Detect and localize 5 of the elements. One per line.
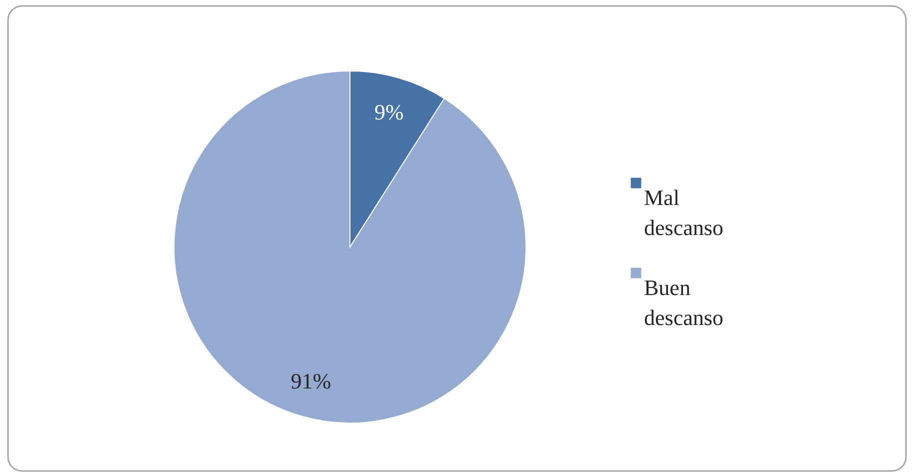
legend-label: Buen descanso	[644, 275, 724, 330]
pie-slice	[174, 70, 526, 424]
data-label: 91%	[290, 368, 332, 394]
legend-label: Mal descanso	[644, 185, 724, 240]
data-label: 9%	[374, 100, 404, 125]
